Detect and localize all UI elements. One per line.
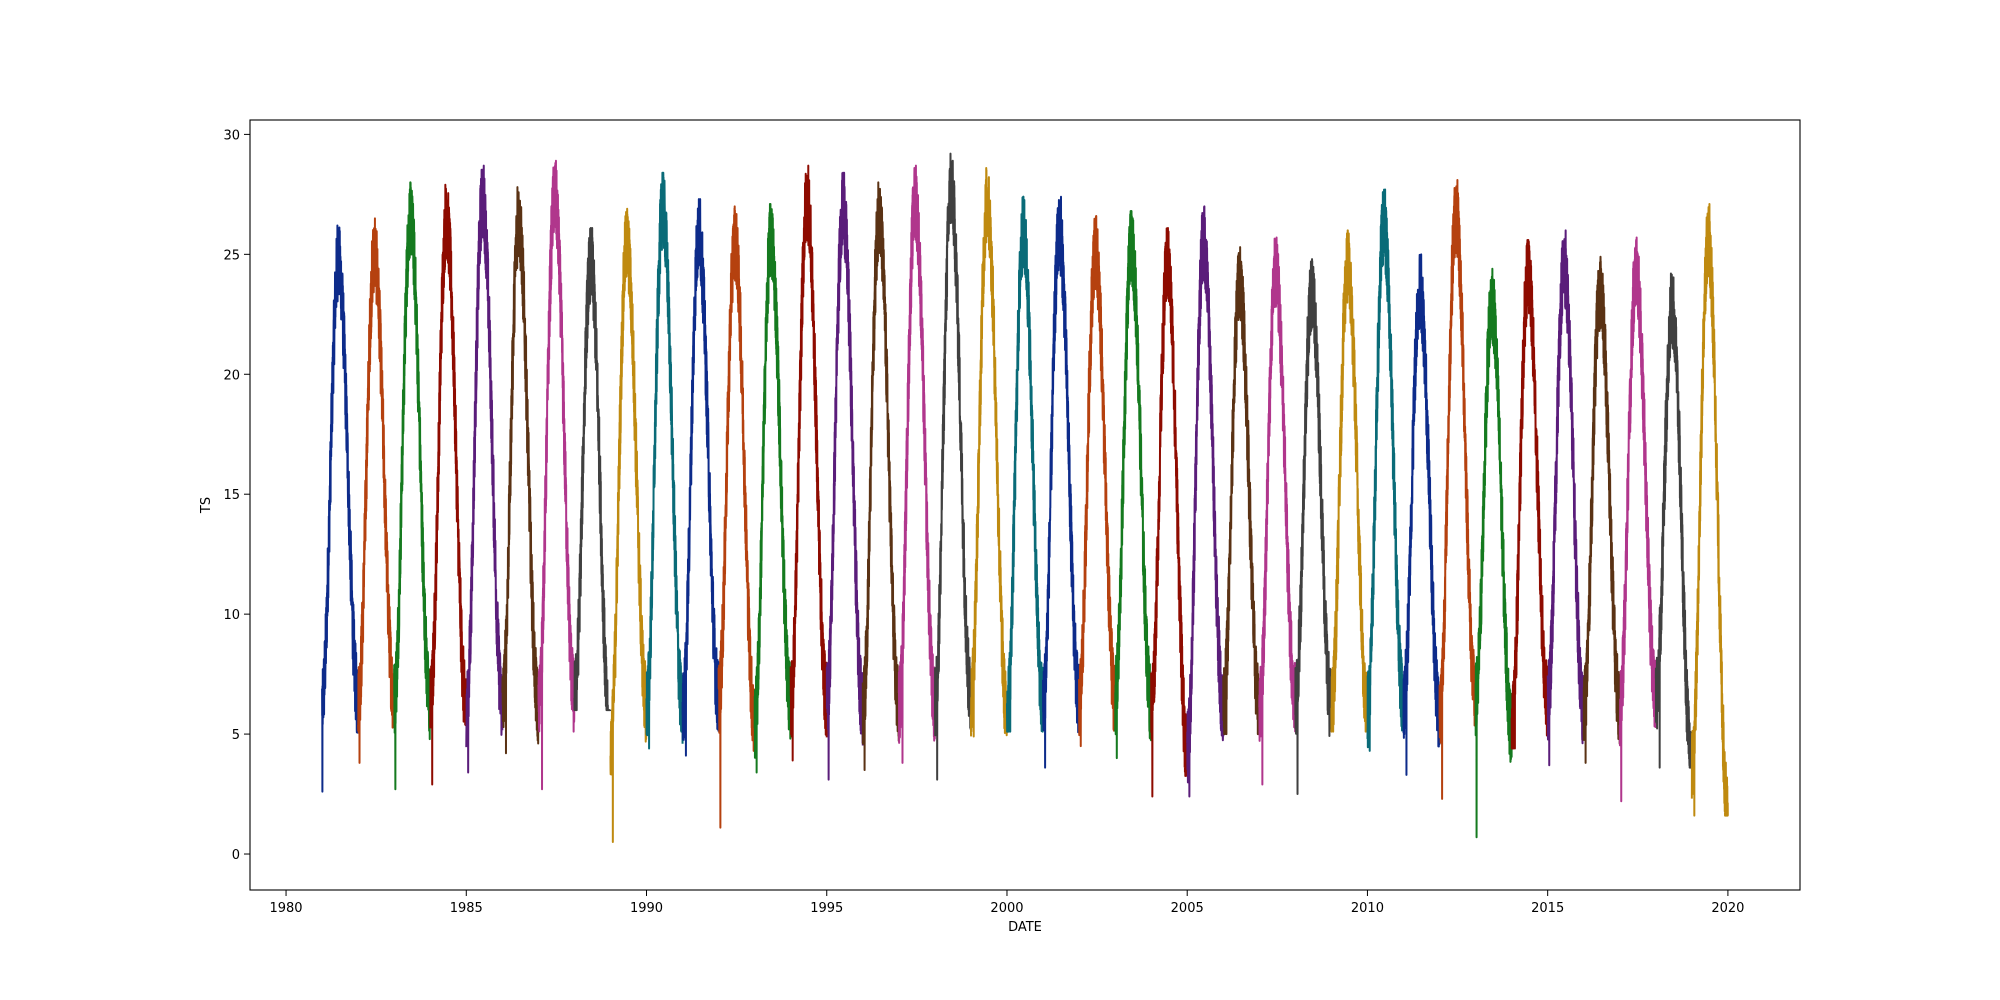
series-line-1997 xyxy=(897,164,936,764)
series-line-2002 xyxy=(1078,214,1117,748)
series-line-2014 xyxy=(1510,238,1549,750)
series-line-2010 xyxy=(1366,188,1405,752)
series-line-1991 xyxy=(681,198,720,757)
series-line-1998 xyxy=(933,152,972,781)
x-tick-label: 2000 xyxy=(990,901,1023,916)
series-layer xyxy=(321,152,1729,844)
y-tick-label: 30 xyxy=(223,128,240,143)
series-line-1996 xyxy=(861,181,900,772)
series-line-2004 xyxy=(1150,226,1189,798)
y-tick-label: 0 xyxy=(232,848,240,863)
y-tick-label: 20 xyxy=(223,368,240,383)
series-line-1981 xyxy=(321,224,360,793)
series-line-2015 xyxy=(1546,229,1585,767)
series-line-1986 xyxy=(501,186,540,755)
y-axis: 0 5 10 15 20 25 30 xyxy=(223,128,250,863)
y-tick-label: 15 xyxy=(223,488,240,503)
series-line-1993 xyxy=(753,202,792,774)
x-tick-label: 1980 xyxy=(269,901,302,916)
y-tick-label: 10 xyxy=(223,608,240,623)
series-line-2006 xyxy=(1222,246,1261,736)
series-line-1988 xyxy=(573,226,612,712)
series-line-2013 xyxy=(1474,267,1513,839)
series-line-2000 xyxy=(1005,195,1045,733)
x-tick-label: 1985 xyxy=(450,901,483,916)
series-line-2005 xyxy=(1186,205,1225,798)
series-line-1982 xyxy=(357,217,396,764)
series-line-1999 xyxy=(969,166,1008,738)
y-tick-label: 25 xyxy=(223,248,240,263)
series-line-2007 xyxy=(1258,236,1297,786)
series-line-2011 xyxy=(1402,253,1441,776)
series-line-2003 xyxy=(1114,210,1153,760)
x-tick-label: 1990 xyxy=(630,901,663,916)
series-line-1990 xyxy=(645,171,684,750)
series-line-1983 xyxy=(393,181,432,791)
plot-frame xyxy=(249,119,1801,891)
series-line-1994 xyxy=(789,164,828,762)
x-axis: 1980 1985 1990 1995 2000 2005 2010 2015 2020 xyxy=(269,890,1744,916)
series-line-2008 xyxy=(1294,258,1333,796)
x-tick-label: 1995 xyxy=(810,901,843,916)
x-axis-label: DATE xyxy=(1008,920,1042,935)
x-tick-label: 2005 xyxy=(1171,901,1204,916)
y-axis-label: TS xyxy=(199,497,214,514)
series-line-2012 xyxy=(1438,178,1477,800)
y-tick-label: 5 xyxy=(232,728,240,743)
series-line-2018 xyxy=(1654,272,1693,769)
series-line-1989 xyxy=(609,207,648,844)
series-line-1985 xyxy=(465,164,504,774)
series-line-1987 xyxy=(537,159,576,791)
series-line-2009 xyxy=(1330,229,1369,733)
series-line-2001 xyxy=(1042,195,1081,769)
x-tick-label: 2010 xyxy=(1351,901,1384,916)
x-tick-label: 2015 xyxy=(1531,901,1564,916)
series-line-1984 xyxy=(429,183,468,786)
series-line-2016 xyxy=(1582,255,1621,764)
series-line-2019 xyxy=(1690,202,1729,817)
series-line-2017 xyxy=(1618,236,1657,803)
series-line-1995 xyxy=(825,171,864,781)
series-line-1992 xyxy=(717,205,756,829)
x-tick-label: 2020 xyxy=(1711,901,1744,916)
